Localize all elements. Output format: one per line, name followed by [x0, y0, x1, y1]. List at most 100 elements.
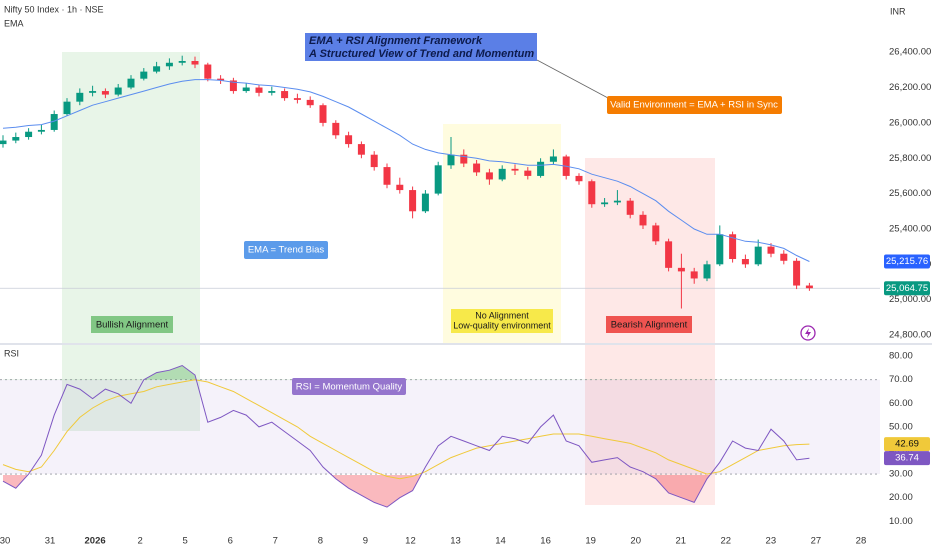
y-tick-label: 26,000.00	[889, 117, 931, 128]
rsi-line	[2, 364, 810, 508]
x-tick-label: 12	[405, 536, 416, 547]
candle-body	[306, 99, 314, 106]
bearish-zone	[585, 158, 715, 343]
y-tick-label: 24,800.00	[889, 330, 931, 341]
y-tick-label: 25,000.00	[889, 294, 931, 305]
x-tick-label: 2026	[85, 536, 106, 547]
axis-tag	[884, 437, 930, 452]
bullish-box	[91, 316, 173, 333]
candle-body	[665, 241, 673, 268]
candle-body	[767, 246, 775, 254]
y-tick-label: 25,800.00	[889, 153, 931, 164]
plot: 24,800.0025,000.0025,200.0025,400.0025,6…	[0, 47, 931, 547]
subtitle: A Structured View of Trend and Momentum	[308, 48, 534, 60]
candle-body	[473, 163, 481, 173]
alert-icon[interactable]	[800, 325, 816, 341]
y-tick-label: 25,600.00	[889, 188, 931, 199]
bearish-zone-rsi	[585, 345, 715, 505]
neutral-text: No Alignment	[475, 310, 529, 320]
candle-body	[793, 260, 801, 286]
candle-body	[268, 91, 276, 93]
candle-body	[805, 285, 813, 289]
candle-body	[754, 246, 762, 265]
candle-body	[114, 87, 122, 95]
neutral-box	[451, 309, 553, 333]
candle-body	[613, 200, 621, 203]
candle-body	[626, 200, 634, 215]
candle-body	[729, 234, 737, 260]
candle-body	[153, 66, 161, 72]
title: EMA + RSI Alignment Framework	[309, 35, 483, 47]
candle-body	[165, 62, 173, 67]
candle-body	[0, 140, 7, 145]
candle-body	[447, 154, 455, 166]
bullish-zone	[62, 52, 200, 343]
candle-body	[229, 80, 237, 92]
candle-body	[780, 253, 788, 261]
axis-tag-label: 25,215.76	[886, 256, 928, 267]
x-tick-label: 2	[138, 536, 143, 547]
y-tick-label: 25,400.00	[889, 223, 931, 234]
x-tick-label: 30	[0, 536, 10, 547]
candle-body	[191, 60, 199, 65]
ema-legend: EMA	[4, 18, 24, 28]
candle-body	[12, 137, 20, 141]
x-tick-label: 31	[45, 536, 56, 547]
alert-bolt	[805, 328, 811, 338]
rsi-text: RSI = Momentum Quality	[296, 382, 403, 393]
candle-body	[434, 165, 442, 194]
x-tick-label: 22	[721, 536, 732, 547]
candle-body	[217, 78, 225, 81]
candle-body	[178, 60, 186, 63]
candle-body	[319, 105, 327, 123]
candle-body	[677, 267, 685, 272]
candle-body	[588, 181, 596, 205]
ema-line	[2, 79, 810, 262]
candle-body	[37, 129, 45, 132]
ema-box	[244, 241, 328, 259]
x-tick-label: 16	[540, 536, 551, 547]
candle-body	[549, 156, 557, 162]
x-tick-label: 28	[856, 536, 867, 547]
y-tick-label: 30.00	[889, 469, 913, 480]
candle-body	[652, 225, 660, 242]
candle-body	[703, 264, 711, 279]
x-tick-label: 21	[675, 536, 686, 547]
bullish-zone-rsi	[62, 345, 200, 431]
candle-body	[255, 87, 263, 93]
candle-body	[76, 92, 84, 102]
candle-body	[370, 154, 378, 168]
y-tick-label: 26,200.00	[889, 82, 931, 93]
candle-body	[332, 122, 340, 136]
title-box	[305, 33, 537, 61]
currency: INR	[890, 6, 906, 16]
candle-body	[63, 101, 71, 115]
y-tick-label: 80.00	[889, 351, 913, 362]
axis-tag-label: 42.69	[895, 439, 919, 450]
y-tick-label: 60.00	[889, 398, 913, 409]
candle-body	[639, 214, 647, 226]
rsi-ma-line	[2, 379, 810, 480]
candle-body	[357, 144, 365, 155]
x-tick-label: 9	[363, 536, 368, 547]
candle-body	[396, 184, 404, 191]
candle-body	[511, 168, 519, 171]
candle-body	[101, 91, 109, 95]
rsi-band	[0, 379, 880, 475]
x-tick-label: 8	[318, 536, 323, 547]
candle-body	[50, 114, 58, 130]
x-tick-label: 19	[585, 536, 596, 547]
y-tick-label: 26,400.00	[889, 47, 931, 58]
y-tick-label: 50.00	[889, 421, 913, 432]
x-tick-label: 5	[183, 536, 188, 547]
candle-body	[383, 167, 391, 185]
valid-box	[607, 96, 782, 114]
candle-body	[281, 91, 289, 99]
overbought-fill	[3, 365, 810, 380]
x-tick-label: 20	[630, 536, 641, 547]
axis-tag-label: 25,064.75	[886, 283, 928, 294]
background	[0, 52, 932, 505]
rsi-legend: RSI	[4, 348, 19, 358]
connector	[536, 59, 609, 99]
